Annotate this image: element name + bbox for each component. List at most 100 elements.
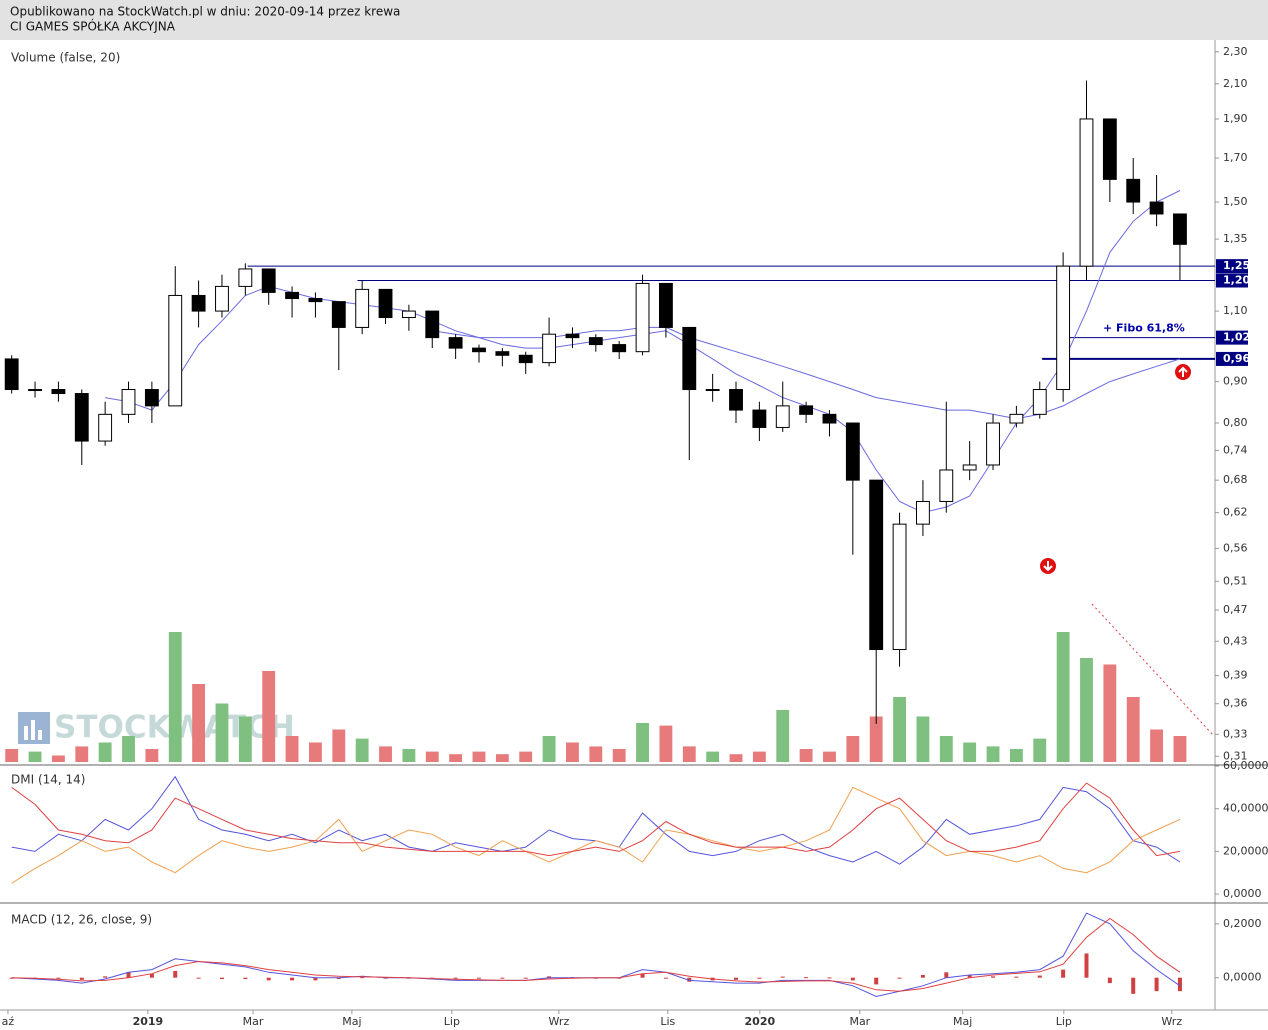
candle-body bbox=[729, 389, 743, 411]
candle-body bbox=[705, 389, 720, 392]
histogram-bar bbox=[1154, 977, 1159, 992]
histogram-bar bbox=[219, 977, 224, 980]
x-tick-label: Wrz bbox=[549, 1015, 570, 1028]
volume-bar bbox=[893, 697, 906, 762]
x-tick-label: 2020 bbox=[745, 1015, 776, 1028]
header-band bbox=[0, 0, 1268, 40]
volume-bar bbox=[262, 671, 276, 762]
y-tick-label: 2,10 bbox=[1223, 77, 1248, 90]
candle-body bbox=[1126, 178, 1141, 203]
y-tick-label: 0,0000 bbox=[1223, 887, 1262, 900]
volume-bar bbox=[916, 716, 930, 762]
y-tick-label: 0,39 bbox=[1223, 669, 1248, 682]
candle-body bbox=[191, 294, 206, 312]
x-tick-label: 2019 bbox=[133, 1015, 164, 1028]
volume-bar bbox=[1080, 658, 1093, 762]
candle-body bbox=[822, 413, 837, 424]
candle-body bbox=[869, 479, 884, 651]
candle-body bbox=[565, 333, 580, 339]
level-box bbox=[1216, 351, 1248, 366]
candle-body bbox=[542, 333, 557, 364]
volume-bar bbox=[51, 755, 65, 762]
macd-line bbox=[11, 912, 1181, 998]
histogram-bar bbox=[920, 975, 925, 978]
candle-body bbox=[168, 294, 183, 407]
candle-body bbox=[238, 268, 253, 287]
signal-arrow bbox=[1175, 364, 1191, 380]
volume-bar bbox=[285, 736, 299, 762]
volume-bar bbox=[519, 751, 533, 762]
x-tick-label: Wrz bbox=[1161, 1015, 1182, 1028]
level-box bbox=[1216, 259, 1248, 274]
volume-bar bbox=[402, 749, 416, 762]
y-tick-label: 0,56 bbox=[1223, 541, 1248, 554]
volume-bar bbox=[75, 746, 89, 762]
y-tick-label: 0,2000 bbox=[1223, 917, 1262, 930]
candle-body bbox=[1102, 118, 1117, 180]
histogram-bar bbox=[640, 973, 645, 978]
volume-bar bbox=[1126, 697, 1140, 762]
histogram-bar bbox=[1084, 953, 1089, 978]
x-tick-label: Maj bbox=[342, 1015, 361, 1028]
level-box bbox=[1216, 273, 1248, 288]
histogram-bar bbox=[290, 977, 295, 981]
level-label: 1,25 bbox=[1223, 259, 1250, 272]
y-tick-label: 1,50 bbox=[1223, 195, 1248, 208]
volume-bar bbox=[542, 736, 556, 762]
volume-bar bbox=[1103, 664, 1117, 762]
volume-bar bbox=[612, 749, 626, 762]
candle-body bbox=[775, 405, 790, 428]
candle-body bbox=[1032, 389, 1047, 415]
volume-bar bbox=[682, 746, 696, 762]
histogram-bar bbox=[850, 977, 855, 981]
histogram-bar bbox=[757, 977, 762, 979]
candle-body bbox=[28, 389, 42, 392]
candle-body bbox=[799, 405, 814, 415]
volume-bar bbox=[332, 729, 346, 762]
histogram-bar bbox=[196, 977, 201, 979]
volume-bar bbox=[1173, 736, 1187, 762]
y-tick-label: 0,0000 bbox=[1223, 971, 1262, 984]
annotation: + Fibo 61,8% bbox=[1103, 322, 1185, 335]
candle-body bbox=[845, 422, 860, 481]
indicator-line bbox=[11, 775, 1181, 865]
panel-title: Volume (false, 20) bbox=[11, 51, 120, 65]
histogram-bar bbox=[500, 977, 505, 979]
candle-body bbox=[285, 291, 299, 300]
y-tick-label: 0,36 bbox=[1223, 697, 1248, 710]
candle-body bbox=[472, 347, 486, 353]
histogram-bar bbox=[944, 972, 949, 978]
histogram-bar bbox=[79, 977, 84, 980]
volume-bar bbox=[729, 754, 743, 762]
x-tick-label: Lip bbox=[444, 1015, 460, 1028]
y-tick-label: 1,70 bbox=[1223, 151, 1248, 164]
candle-body bbox=[892, 523, 907, 651]
histogram-bar bbox=[1131, 977, 1136, 994]
x-tick-label: Mar bbox=[243, 1015, 264, 1028]
histogram-bar bbox=[1177, 977, 1182, 992]
y-tick-label: 0,43 bbox=[1223, 634, 1248, 647]
candle-body bbox=[658, 282, 673, 328]
header-line: CI GAMES SPÓŁKA AKCYJNA bbox=[10, 19, 176, 34]
volume-bar bbox=[823, 751, 836, 762]
x-tick-label: Mar bbox=[849, 1015, 870, 1028]
x-tick-label: aź bbox=[2, 1015, 15, 1028]
candle-body bbox=[74, 393, 89, 442]
volume-bar bbox=[939, 736, 953, 762]
candle-body bbox=[939, 469, 954, 502]
histogram-bar bbox=[967, 975, 972, 978]
candle-body bbox=[308, 298, 323, 303]
candle-body bbox=[1079, 118, 1094, 267]
candle-body bbox=[1149, 201, 1164, 215]
volume-bar bbox=[1150, 729, 1164, 762]
candle-body bbox=[98, 413, 113, 442]
histogram-bar bbox=[266, 977, 271, 981]
histogram-bar bbox=[663, 977, 668, 979]
histogram-bar bbox=[780, 976, 785, 978]
x-tick-label: Lis bbox=[660, 1015, 675, 1028]
candle-body bbox=[401, 310, 416, 319]
y-tick-label: 2,30 bbox=[1223, 45, 1248, 58]
candle-body bbox=[1173, 213, 1187, 245]
y-tick-label: 0,33 bbox=[1223, 727, 1248, 740]
